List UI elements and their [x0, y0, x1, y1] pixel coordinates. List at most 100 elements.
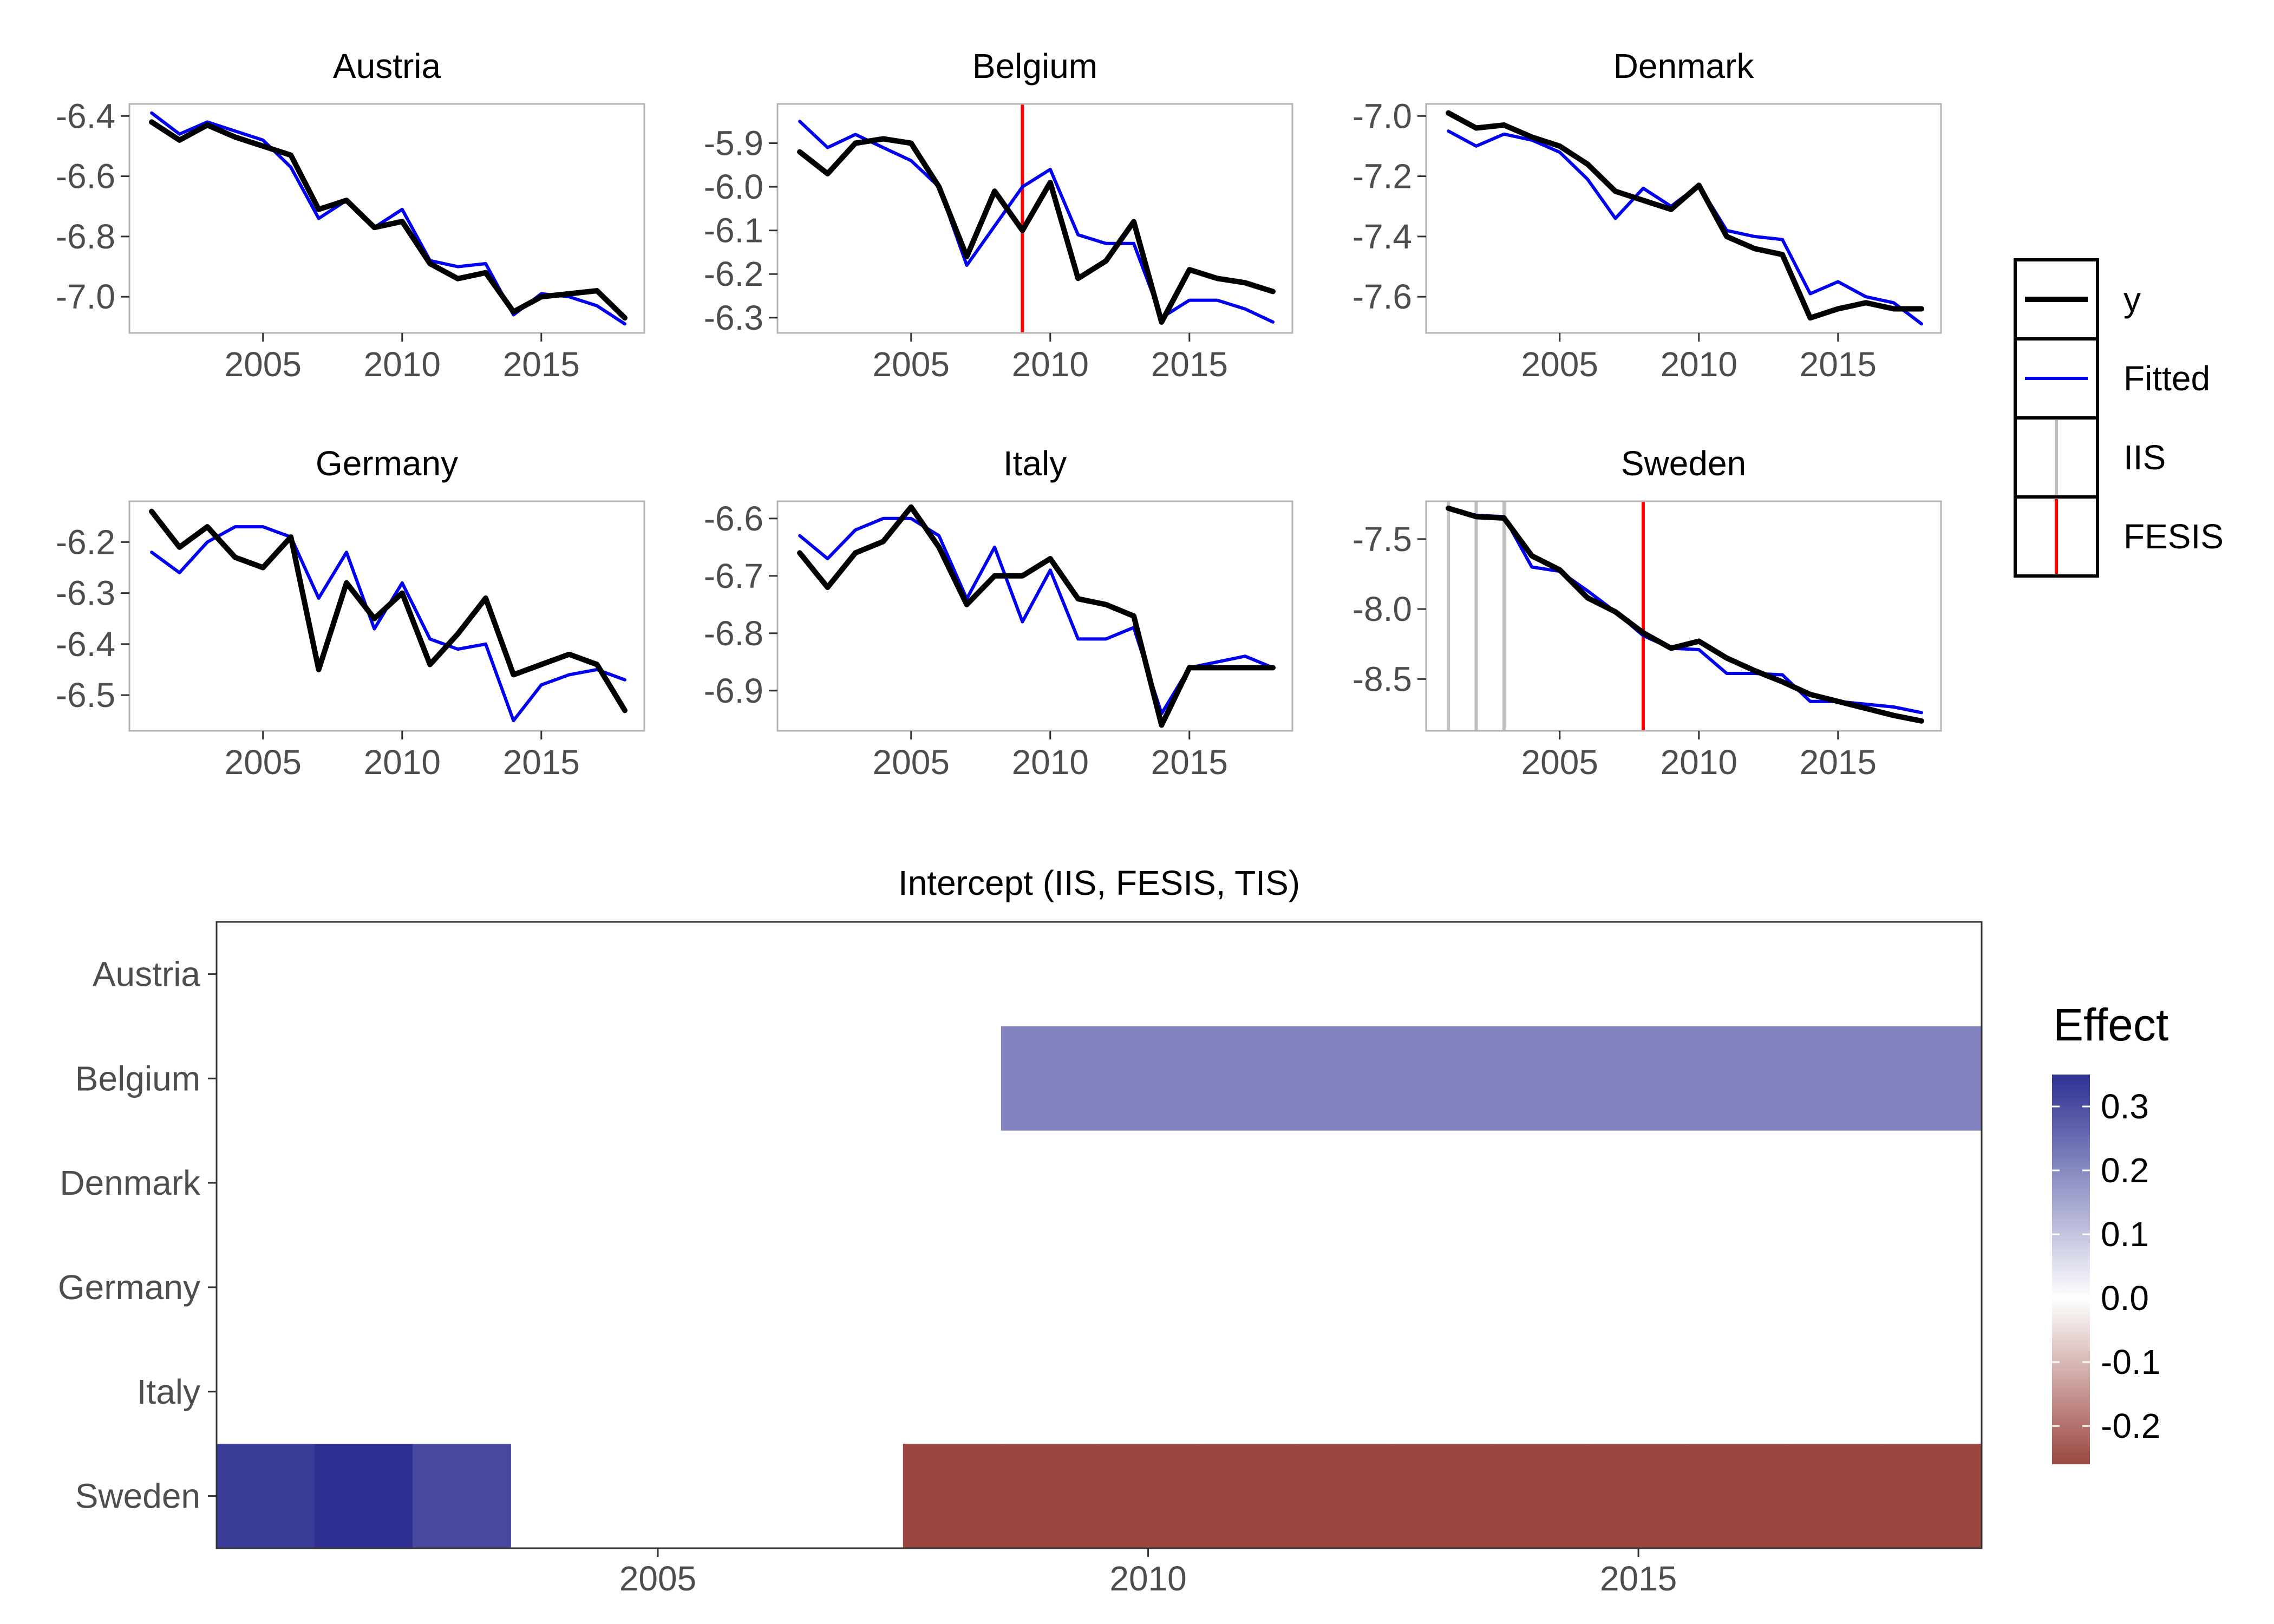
x-tick-label: 2015: [1600, 1559, 1677, 1598]
series-line-y: [797, 504, 1276, 728]
heatmap-cell: [1197, 1026, 1296, 1131]
y-tick-label: -7.5: [1352, 520, 1412, 559]
colorbar-tick-label: 0.3: [2101, 1087, 2149, 1126]
facet-title: Sweden: [1621, 444, 1746, 483]
heatmap-cell: [903, 1444, 1002, 1548]
heatmap-cell: [1687, 1026, 1786, 1131]
colorbar-gradient: [2052, 1075, 2090, 1464]
y-tick-label: -6.2: [704, 254, 763, 293]
x-tick-label: 2010: [1012, 743, 1089, 782]
heatmap-cell: [1001, 1026, 1100, 1131]
y-tick-label: -6.8: [704, 614, 763, 653]
colorbar-tick-label: 0.0: [2101, 1279, 2149, 1318]
colorbar-tick-label: 0.2: [2101, 1151, 2149, 1190]
y-tick-label: -6.6: [704, 499, 763, 538]
legend-item-fitted: Fitted: [2014, 337, 2210, 420]
legend-item-y: y: [2014, 258, 2141, 340]
colorbar-title: Effect: [2053, 999, 2168, 1050]
heatmap-title: Intercept (IIS, FESIS, TIS): [898, 863, 1300, 902]
panel-border: [776, 103, 1293, 334]
x-tick-label: 2015: [1151, 345, 1228, 384]
series-line-y: [1446, 505, 1924, 724]
panel-border: [128, 103, 645, 334]
x-tick-label: 2010: [364, 743, 441, 782]
y-tick-label: -7.0: [1352, 96, 1412, 135]
x-tick-label: 2015: [1151, 743, 1228, 782]
x-tick-label: 2005: [619, 1559, 696, 1598]
x-tick-label: 2010: [1012, 345, 1089, 384]
y-tick-label: -7.0: [56, 277, 115, 316]
panel-border: [1425, 103, 1942, 334]
y-tick-label: -6.7: [704, 556, 763, 595]
y-tick-label: -6.6: [56, 157, 115, 196]
heatmap-cell: [1883, 1444, 1982, 1548]
y-tick-label: -6.9: [704, 671, 763, 710]
series-line-y: [797, 136, 1276, 325]
y-tick-label: -5.9: [704, 124, 763, 163]
colorbar-tick-label: -0.2: [2101, 1406, 2160, 1445]
row-label: Germany: [58, 1268, 200, 1307]
legend-item-fesis: FESIS: [2014, 495, 2224, 578]
heatmap-cell: [1099, 1026, 1198, 1131]
row-label: Denmark: [60, 1163, 201, 1202]
y-tick-label: -6.2: [56, 522, 115, 561]
legend-label: FESIS: [2123, 517, 2224, 556]
y-tick-label: -6.4: [56, 625, 115, 664]
colorbar-tick-label: -0.1: [2101, 1343, 2160, 1381]
x-tick-label: 2005: [873, 345, 950, 384]
x-tick-label: 2015: [503, 743, 580, 782]
x-tick-label: 2010: [1661, 345, 1737, 384]
row-label: Sweden: [75, 1477, 200, 1516]
heatmap-cell: [1491, 1444, 1590, 1548]
series-legend: y Fitted IIS FESIS: [2014, 258, 2224, 578]
facet-sweden: Sweden -7.5 -8.0 -8.5 2005 2010 2015: [1352, 444, 1942, 782]
facet-belgium: Belgium -5.9 -6.0 -6.1 -6.2 -6.3 2005 2010 2015: [704, 47, 1293, 384]
y-tick-label: -6.0: [704, 167, 763, 206]
panel-border: [128, 500, 645, 732]
panel-border: [776, 500, 1293, 732]
heatmap-cell: [1295, 1026, 1394, 1131]
facet-title: Austria: [333, 47, 441, 86]
effect-colorbar: Effect 0.3 0.2 0.1 0.0 -0.1 -0.2: [2052, 999, 2168, 1464]
x-tick-label: 2010: [364, 345, 441, 384]
y-tick-label: -7.2: [1352, 157, 1412, 196]
heatmap-panel: Intercept (IIS, FESIS, TIS) Austria Belgiu…: [58, 863, 1983, 1598]
x-tick-label: 2010: [1661, 743, 1737, 782]
facet-italy: Italy -6.6 -6.7 -6.8 -6.9 2005 2010 2015: [704, 444, 1293, 782]
heatmap-cell: [413, 1444, 511, 1548]
series-line-fitted: [798, 120, 1275, 324]
facet-title: Italy: [1003, 444, 1067, 483]
heatmap-cell: [1099, 1444, 1198, 1548]
heatmap-cell: [1197, 1444, 1296, 1548]
y-tick-label: -6.5: [56, 676, 115, 715]
heatmap-cell: [217, 1444, 315, 1548]
heatmap-border: [215, 921, 1983, 1549]
x-tick-label: 2005: [1521, 345, 1598, 384]
x-tick-label: 2005: [225, 345, 302, 384]
facet-denmark: Denmark -7.0 -7.2 -7.4 -7.6 2005 2010 2015: [1352, 47, 1942, 384]
y-tick-label: -7.4: [1352, 217, 1412, 256]
panel-border: [1425, 500, 1942, 732]
y-tick-label: -6.3: [704, 298, 763, 337]
y-tick-label: -6.8: [56, 217, 115, 256]
facet-title: Germany: [316, 444, 458, 483]
y-tick-label: -6.3: [56, 574, 115, 613]
heatmap-cell: [1491, 1026, 1590, 1131]
legend-label: Fitted: [2123, 359, 2210, 398]
series-line-y: [149, 508, 628, 713]
x-tick-label: 2010: [1109, 1559, 1186, 1598]
y-tick-label: -8.0: [1352, 590, 1412, 628]
heatmap-cell: [1687, 1444, 1786, 1548]
x-tick-label: 2005: [225, 743, 302, 782]
heatmap-cell: [1393, 1026, 1492, 1131]
colorbar-tick-label: 0.1: [2101, 1215, 2149, 1254]
heatmap-cell: [1001, 1444, 1100, 1548]
facet-title: Denmark: [1613, 47, 1755, 86]
heatmap-cell: [1785, 1444, 1884, 1548]
y-tick-label: -7.6: [1352, 277, 1412, 316]
heatmap-cell: [315, 1444, 413, 1548]
legend-label: y: [2123, 280, 2141, 319]
row-label: Italy: [137, 1372, 200, 1411]
